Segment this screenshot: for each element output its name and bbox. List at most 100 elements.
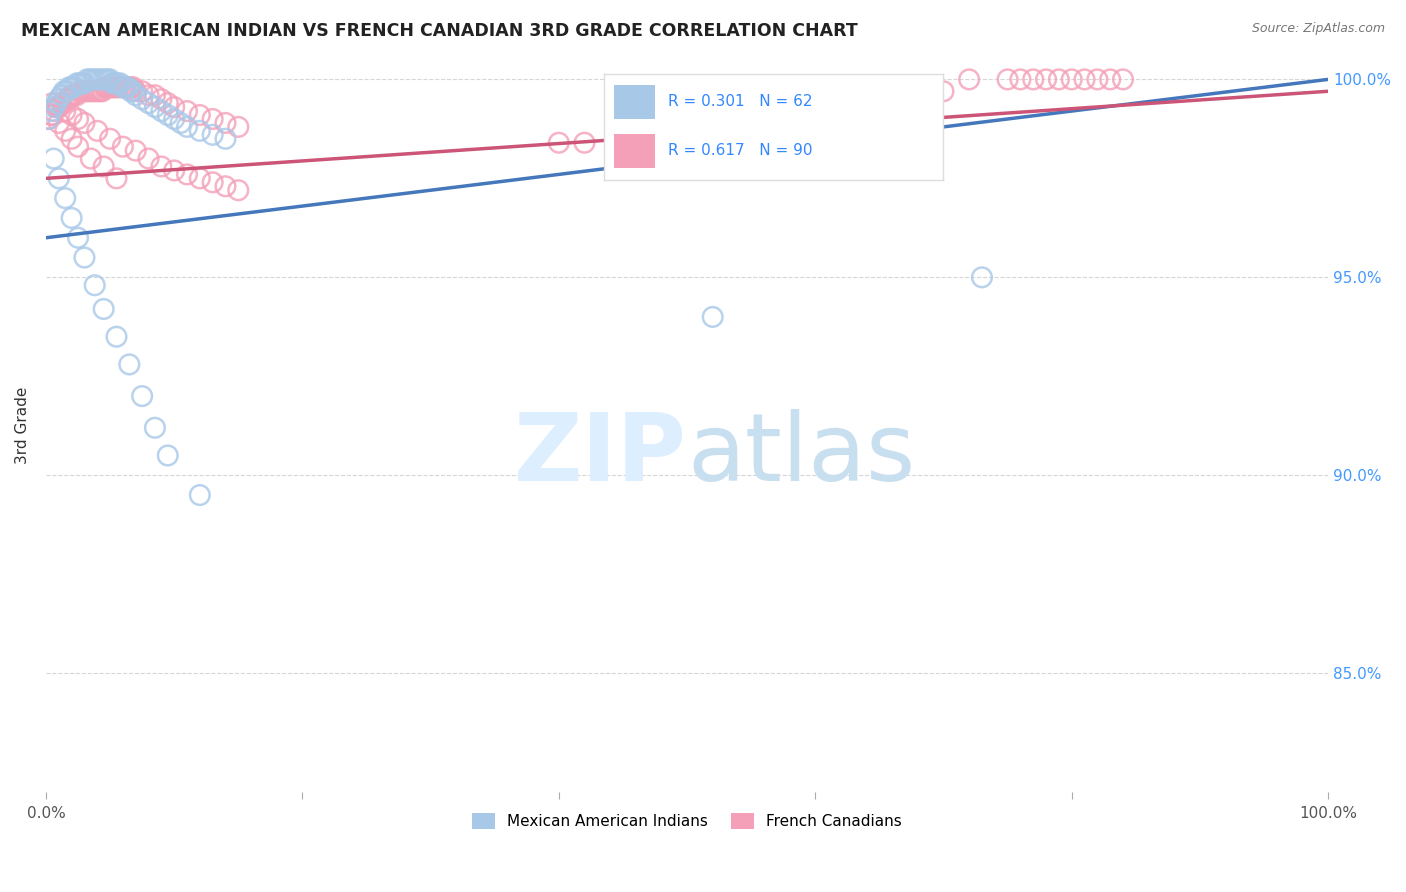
Point [176, 168, 198, 182]
Point [120, 80, 142, 95]
Point [39, 108, 62, 122]
Point [117, 80, 139, 95]
Point [42, 104, 65, 119]
Point [66, 231, 89, 245]
Point [1022, 72, 1045, 87]
Point [150, 92, 173, 106]
Point [882, 84, 904, 98]
Point [98, 72, 121, 87]
Point [89, 84, 111, 98]
Point [163, 100, 186, 114]
Point [93, 160, 115, 174]
Point [96, 80, 118, 95]
Point [67, 84, 90, 98]
Point [38, 112, 60, 126]
Point [96, 72, 118, 87]
Point [82, 72, 104, 87]
Point [1112, 72, 1135, 87]
Point [60, 211, 83, 225]
Point [574, 136, 596, 150]
Point [98, 132, 121, 146]
Point [93, 301, 115, 316]
Point [51, 96, 73, 111]
Point [107, 76, 129, 90]
Point [42, 100, 65, 114]
Point [60, 108, 83, 122]
Point [38, 112, 60, 126]
Point [41, 96, 63, 111]
Point [60, 132, 83, 146]
Point [39, 104, 62, 119]
Point [997, 72, 1019, 87]
Point [176, 104, 198, 119]
Point [201, 128, 224, 142]
Point [547, 136, 569, 150]
Point [94, 80, 117, 95]
Point [214, 116, 236, 130]
Point [114, 80, 136, 95]
Point [163, 112, 186, 126]
Point [83, 84, 105, 98]
Point [79, 72, 101, 87]
Point [970, 270, 993, 285]
Point [131, 84, 153, 98]
Point [70, 84, 93, 98]
Point [86, 72, 108, 87]
Point [67, 76, 90, 90]
Point [66, 76, 89, 90]
Point [48, 92, 70, 106]
Point [1099, 72, 1122, 87]
Point [101, 76, 124, 90]
Point [702, 310, 724, 324]
Point [150, 104, 173, 119]
Point [143, 100, 166, 114]
Point [169, 116, 191, 130]
Point [117, 80, 139, 95]
Point [53, 124, 76, 138]
Point [131, 389, 153, 403]
Point [60, 80, 83, 95]
Point [63, 80, 86, 95]
Point [156, 108, 179, 122]
Point [111, 80, 134, 95]
Point [143, 421, 166, 435]
Point [1010, 72, 1032, 87]
Point [89, 72, 111, 87]
Point [73, 84, 96, 98]
Point [91, 84, 114, 98]
Point [66, 139, 89, 153]
Point [48, 171, 70, 186]
Point [73, 76, 96, 90]
Point [86, 84, 108, 98]
Point [70, 76, 93, 90]
Point [73, 251, 96, 265]
Point [53, 191, 76, 205]
Point [125, 84, 148, 98]
Point [957, 72, 980, 87]
Point [125, 88, 148, 103]
Text: atlas: atlas [688, 409, 915, 501]
Point [55, 92, 77, 106]
Point [1060, 72, 1083, 87]
Y-axis label: 3rd Grade: 3rd Grade [15, 387, 30, 465]
Point [80, 152, 103, 166]
Point [104, 76, 127, 90]
Point [82, 84, 104, 98]
Point [156, 449, 179, 463]
Point [48, 100, 70, 114]
Point [52, 84, 75, 98]
Point [150, 160, 173, 174]
Point [104, 80, 127, 95]
Point [163, 163, 186, 178]
Point [79, 84, 101, 98]
Point [42, 152, 65, 166]
Point [118, 358, 141, 372]
Point [226, 183, 249, 197]
Point [226, 120, 249, 134]
Point [188, 171, 211, 186]
Point [830, 84, 852, 98]
Point [855, 84, 877, 98]
Point [45, 96, 67, 111]
Point [110, 80, 132, 95]
Point [1035, 72, 1057, 87]
